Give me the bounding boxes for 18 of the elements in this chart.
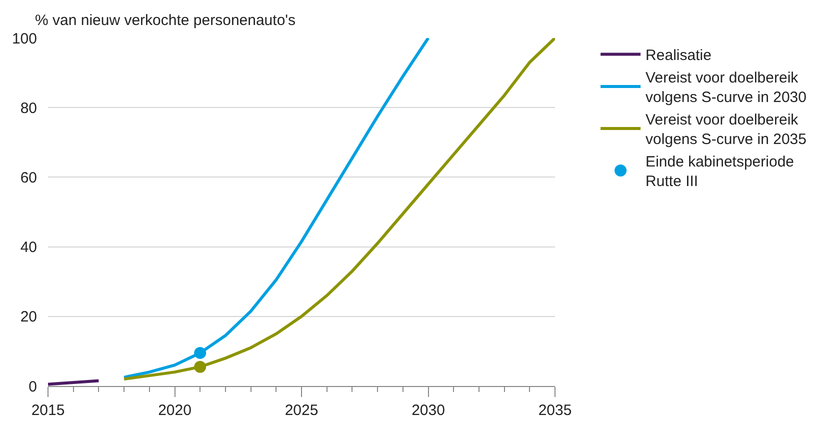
x-tick-label: 2020 [158,402,192,419]
y-axis-title: % van nieuw verkochte personenauto's [35,12,296,29]
line-series [122,38,555,381]
line-series [122,38,430,379]
x-tick-label: 2030 [412,402,445,419]
y-tick-label: 100 [12,30,37,48]
legend-label: Vereist voor doelbereik volgens S-curve in 2035 [646,112,806,148]
y-tick-label: 60 [20,169,37,186]
x-tick-label: 2025 [284,402,318,419]
y-tick-label: 40 [20,239,37,256]
y-tick-label: 0 [28,378,37,396]
y-tick-label: 80 [20,100,37,117]
x-tick-label: 2035 [538,402,572,419]
legend-label: Einde kabinetsperiode Rutte III [646,154,794,190]
legend-label: Vereist voor doelbereik volgens S-curve in 2030 [646,70,806,106]
x-tick-label: 2015 [31,402,65,419]
y-tick-label: 20 [20,308,37,326]
legend-label: Realisatie [646,47,712,64]
